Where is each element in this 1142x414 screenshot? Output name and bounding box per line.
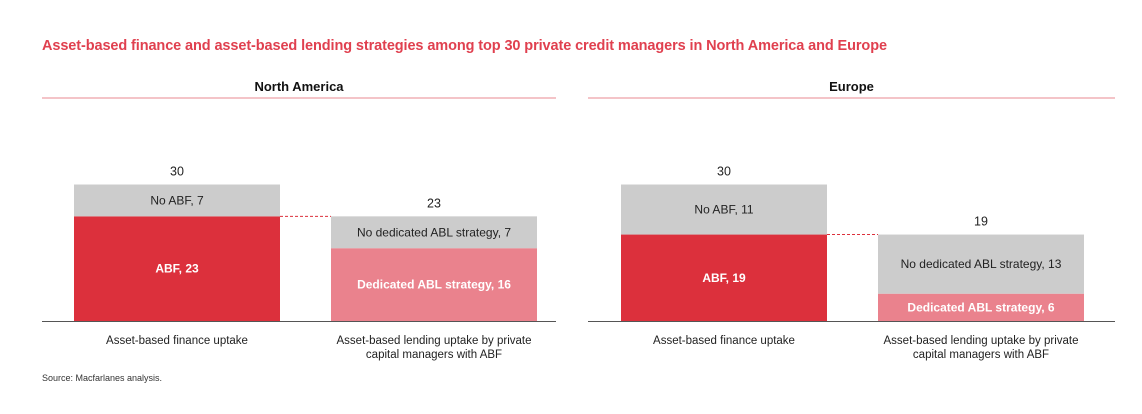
segment-label: No dedicated ABL strategy, 7: [357, 225, 511, 239]
segment-label: Dedicated ABL strategy, 16: [357, 278, 511, 292]
bar-total-label: 30: [717, 165, 731, 179]
segment-label: ABF, 19: [702, 271, 746, 285]
category-label: Asset-based lending uptake by private: [337, 335, 532, 347]
category-label: capital managers with ABF: [913, 349, 1049, 361]
category-label: Asset-based finance uptake: [653, 335, 795, 347]
bar-segment: [331, 248, 537, 321]
bar-total-label: 30: [170, 165, 184, 179]
bar-segment: [878, 234, 1084, 294]
bar-segment: [74, 216, 280, 321]
segment-label: Dedicated ABL strategy, 6: [907, 300, 1054, 314]
panel-title: North America: [254, 79, 344, 94]
segment-label: No dedicated ABL strategy, 13: [901, 257, 1062, 271]
segment-label: No ABF, 11: [694, 203, 753, 217]
bar-segment: [331, 216, 537, 249]
panel-title: Europe: [829, 79, 874, 94]
category-label: capital managers with ABF: [366, 349, 502, 361]
bar-segment: [621, 234, 827, 321]
bar-segment: [878, 293, 1084, 321]
bar-segment: [74, 184, 280, 217]
bar-segment: [621, 184, 827, 235]
bar-total-label: 19: [974, 215, 988, 229]
bar-total-label: 23: [427, 196, 441, 210]
segment-label: ABF, 23: [155, 262, 199, 276]
category-label: Asset-based lending uptake by private: [884, 335, 1079, 347]
source-note: Source: Macfarlanes analysis.: [42, 373, 163, 383]
chart-title: Asset-based finance and asset-based lend…: [42, 38, 887, 54]
segment-label: No ABF, 7: [150, 193, 204, 207]
category-label: Asset-based finance uptake: [106, 335, 248, 347]
